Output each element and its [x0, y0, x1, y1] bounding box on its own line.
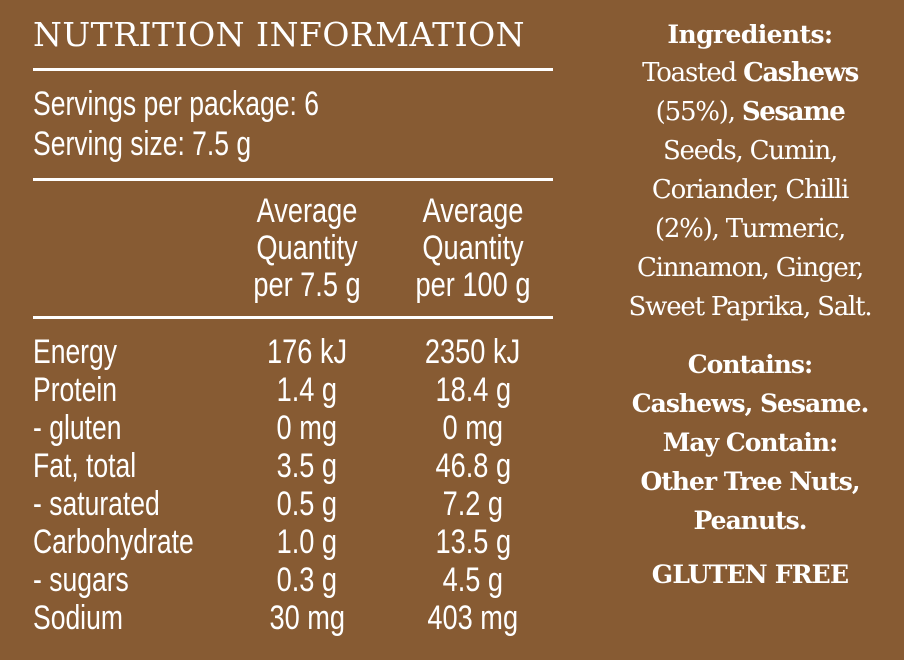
contains-heading: Contains:: [687, 350, 813, 379]
allergen-cashews: Cashews: [743, 58, 859, 88]
gluten-free-claim: GLUTEN FREE: [651, 560, 849, 589]
value-per-serving: 1.4 g: [276, 371, 338, 409]
nutrient-name: Sodium: [33, 599, 123, 637]
column-header-per-serving: Average Quantity per 7.5 g: [253, 192, 361, 304]
table-row: Sodium 30 mg 403 mg: [0, 599, 560, 637]
nutrient-name: - gluten: [33, 409, 122, 447]
value-per-serving: 1.0 g: [276, 523, 338, 561]
table-row: Carbohydrate 1.0 g 13.5 g: [0, 523, 560, 561]
value-per-serving: 0.3 g: [276, 561, 338, 599]
value-per-100g: 7.2 g: [442, 485, 504, 523]
may-contain-heading: May Contain:: [662, 428, 839, 457]
ingredients-list: Toasted Cashews (55%), Sesame Seeds, Cum…: [628, 58, 873, 322]
contains-statement: Cashews, Sesame.: [631, 389, 870, 418]
value-per-100g: 2350 kJ: [425, 333, 521, 371]
allergen-sesame: Sesame: [741, 97, 846, 127]
table-row: - saturated 0.5 g 7.2 g: [0, 485, 560, 523]
ingredients-heading: Ingredients:: [667, 20, 833, 49]
panel-title: NUTRITION INFORMATION: [33, 15, 526, 54]
servings-per-package: Servings per package: 6: [33, 85, 320, 123]
rule-after-header: [33, 316, 553, 319]
value-per-100g: 403 mg: [427, 599, 519, 637]
may-contain-line-2: Peanuts.: [693, 506, 808, 535]
value-per-100g: 4.5 g: [442, 561, 504, 599]
table-row: Fat, total 3.5 g 46.8 g: [0, 447, 560, 485]
ingredients-panel: Ingredients: Toasted Cashews (55%), Sesa…: [604, 16, 896, 594]
value-per-serving: 30 mg: [269, 599, 345, 637]
value-per-100g: 18.4 g: [435, 371, 511, 409]
value-per-100g: 46.8 g: [435, 447, 511, 485]
table-row: - gluten 0 mg 0 mg: [0, 409, 560, 447]
value-per-serving: 0.5 g: [276, 485, 338, 523]
nutrient-name: Carbohydrate: [33, 523, 194, 561]
value-per-serving: 176 kJ: [266, 333, 348, 371]
nutrient-name: - saturated: [33, 485, 160, 523]
nutrient-name: Fat, total: [33, 447, 137, 485]
nutrient-name: Energy: [33, 333, 118, 371]
column-header-per-100g: Average Quantity per 100 g: [415, 192, 531, 304]
nutrient-name: - sugars: [33, 561, 129, 599]
value-per-serving: 3.5 g: [276, 447, 338, 485]
table-row: Protein 1.4 g 18.4 g: [0, 371, 560, 409]
value-per-serving: 0 mg: [276, 409, 338, 447]
value-per-100g: 13.5 g: [435, 523, 511, 561]
serving-size: Serving size: 7.5 g: [33, 125, 252, 163]
may-contain-line-1: Other Tree Nuts,: [640, 467, 860, 496]
value-per-100g: 0 mg: [442, 409, 504, 447]
nutrient-name: Protein: [33, 371, 118, 409]
table-row: Energy 176 kJ 2350 kJ: [0, 333, 560, 371]
rule-after-serving: [33, 178, 553, 181]
table-row: - sugars 0.3 g 4.5 g: [0, 561, 560, 599]
rule-top: [33, 68, 553, 71]
